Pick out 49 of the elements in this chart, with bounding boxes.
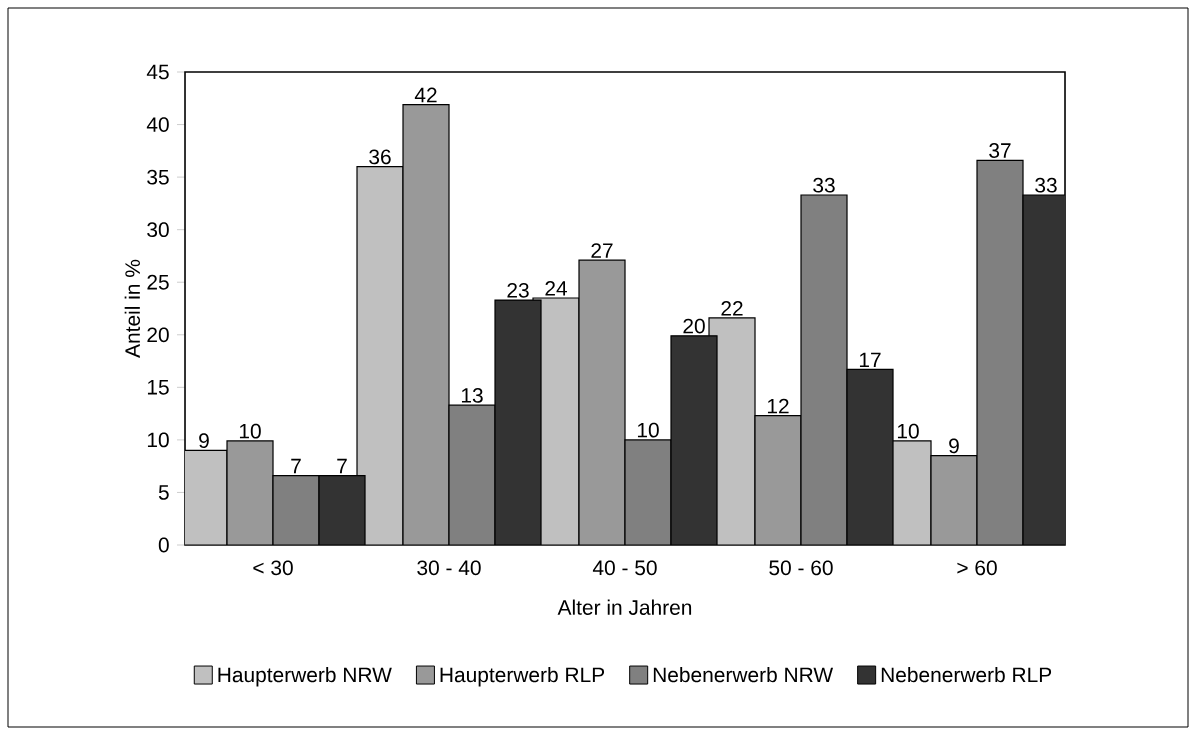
y-tick-label: 0	[158, 537, 169, 553]
y-tick-label: 40	[146, 117, 169, 132]
data-label: 7	[337, 458, 347, 474]
legend-label: Nebenerwerb RLP	[881, 666, 1052, 683]
data-label: 22	[721, 300, 743, 316]
bar	[272, 475, 320, 545]
y-tick-label: 25	[147, 274, 169, 290]
bar	[754, 415, 802, 545]
data-label: 12	[767, 398, 789, 414]
data-label: 17	[859, 352, 881, 368]
legend-label: Haupterwerb NRW	[218, 666, 392, 687]
y-tick-label: 10	[147, 432, 169, 448]
data-label: 10	[897, 423, 919, 439]
bar	[448, 404, 496, 545]
bar	[402, 103, 450, 545]
x-axis-title: Alter in Jahren	[557, 599, 692, 615]
data-label: 24	[545, 281, 567, 296]
y-tick-label: 20	[147, 327, 169, 343]
data-label: 33	[813, 177, 835, 193]
x-tick-label: 30 - 40	[417, 560, 481, 576]
data-label: 23	[507, 282, 529, 298]
bar	[800, 194, 848, 545]
data-label: 20	[683, 318, 705, 334]
y-tick-label: 5	[158, 485, 169, 500]
data-label: 9	[199, 433, 209, 449]
y-tick-label: 15	[147, 380, 169, 395]
x-tick-label: 40 - 50	[592, 560, 657, 576]
data-label: 9	[949, 438, 959, 454]
data-label: 10	[637, 422, 659, 438]
data-label: 42	[414, 87, 437, 103]
data-label: 37	[989, 143, 1011, 158]
bar	[578, 259, 626, 545]
data-label: 33	[1035, 177, 1057, 193]
bar	[930, 455, 978, 545]
data-label: 27	[591, 243, 613, 258]
legend-label: Haupterwerb RLP	[440, 666, 605, 687]
data-label: 7	[291, 458, 301, 474]
y-tick-label: 45	[146, 64, 169, 80]
y-axis-title: Anteil in %	[124, 259, 141, 358]
y-tick-label: 35	[147, 169, 169, 185]
bar	[624, 439, 672, 545]
legend-label: Nebenerwerb NRW	[653, 666, 834, 683]
data-label: 36	[369, 149, 391, 165]
data-label: 10	[239, 423, 261, 439]
y-tick-label: 30	[147, 222, 169, 238]
x-tick-label: < 30	[253, 560, 293, 576]
x-tick-label: > 60	[957, 560, 997, 576]
data-label: 13	[461, 388, 483, 403]
x-tick-label: 50 - 60	[769, 560, 833, 576]
